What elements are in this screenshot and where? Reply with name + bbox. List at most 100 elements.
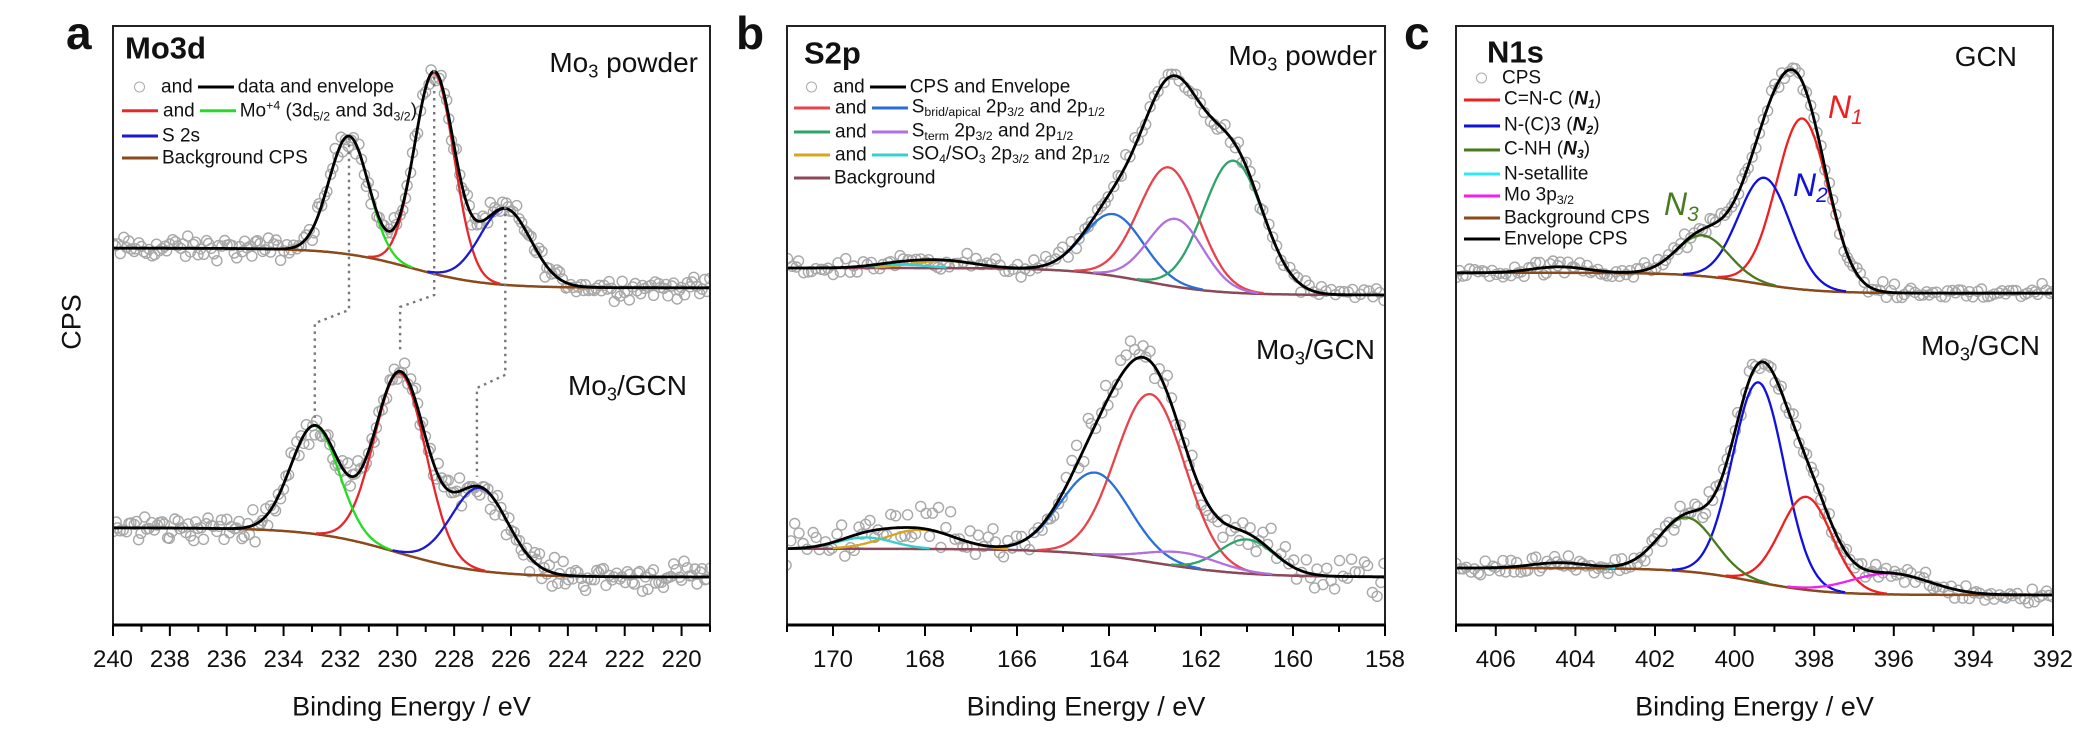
data-point (1668, 524, 1680, 536)
text-segment: 3 (1959, 344, 1970, 365)
data-point (303, 438, 315, 451)
text-segment: 2p (949, 120, 976, 142)
x-tick-label: 400 (1714, 646, 1755, 673)
component-curve (1037, 392, 1264, 575)
legend-label: Background (834, 169, 935, 188)
data-point (670, 564, 682, 576)
panel-letter: c (1404, 7, 1430, 59)
text-segment: 3/2 (1556, 193, 1574, 208)
data-point (1681, 241, 1693, 254)
text-segment: 3 (978, 152, 986, 167)
data-point (202, 512, 214, 524)
legend-entry: and CPS and Envelope (792, 78, 1070, 97)
text-segment: Mo (239, 100, 267, 122)
legend-entry: and data and envelope (120, 78, 394, 97)
text-segment: powder (598, 47, 698, 79)
data-point (533, 548, 546, 560)
x-tick-label: 236 (206, 646, 247, 673)
x-tick-label: 392 (2032, 646, 2074, 673)
panel-title: Mo3d (125, 30, 206, 66)
component-curve (316, 371, 486, 572)
data-point (1923, 579, 1936, 591)
data-point (1334, 285, 1346, 298)
text-segment: C=N-C ( (1504, 88, 1575, 110)
text-segment: (3d (280, 100, 313, 122)
component-curve (1605, 516, 1769, 585)
line-marker-icon (869, 85, 906, 89)
data-point (114, 247, 127, 260)
x-tick-label: 240 (92, 646, 134, 673)
data-point (585, 573, 597, 586)
text-segment: Envelope CPS (1504, 228, 1628, 250)
envelope-curve (113, 69, 710, 290)
data-point (944, 506, 957, 518)
data-point (398, 357, 411, 369)
text-segment: and 2p (992, 120, 1057, 142)
background-curve (1456, 566, 2053, 597)
data-point (1765, 361, 1777, 374)
panel-title: S2p (804, 35, 861, 71)
line-marker-icon (871, 130, 908, 134)
legend-entry: N-(C)3 (N2) (1462, 115, 1600, 136)
line-marker-icon (1464, 98, 1500, 102)
data-point (1137, 340, 1149, 352)
data-point (1486, 264, 1498, 277)
data-point (1250, 545, 1262, 558)
text-segment: SO (911, 143, 940, 165)
data-point (1699, 508, 1712, 520)
data-point (339, 133, 352, 146)
data-point (1244, 522, 1256, 534)
data-point (885, 508, 897, 521)
text-segment: 3/2 (393, 109, 411, 124)
line-marker-icon (871, 153, 908, 157)
legend-label: Sterm 2p3/2 and 2p1/2 (912, 121, 1074, 142)
panel-b (786, 25, 1386, 636)
data-point (1996, 285, 2008, 297)
data-point (386, 374, 398, 386)
data-point (1338, 285, 1350, 298)
sample-label: Mo3/GCN (1921, 332, 2040, 364)
text-segment: N (1793, 166, 1817, 203)
data-point (213, 520, 226, 533)
data-point (789, 517, 801, 530)
data-point (355, 153, 368, 166)
data-point (1497, 554, 1509, 567)
x-tick-label: 162 (1180, 646, 1222, 673)
text-segment: /SO (946, 143, 979, 165)
text-segment: 1/2 (1092, 152, 1110, 167)
text-segment: Background (834, 167, 936, 189)
data-point (1888, 278, 1901, 290)
legend-entry: S 2s (120, 127, 200, 146)
text-segment: /GCN (617, 370, 687, 402)
legend-label: Mo 3p3/2 (1504, 185, 1574, 206)
data-point (1161, 369, 1174, 382)
data-point (453, 472, 466, 484)
panel-a (112, 25, 711, 636)
data-point (128, 518, 141, 531)
text-segment: 3 (1687, 203, 1699, 227)
data-point (1024, 265, 1036, 277)
data-point (1349, 291, 1361, 304)
data-point (508, 526, 520, 538)
data-point (932, 501, 945, 514)
line-marker-icon (122, 134, 158, 138)
envelope-curve (1456, 360, 2053, 597)
legend-label: Background CPS (162, 149, 308, 168)
data-point (787, 559, 792, 571)
text-segment: Mo 3p (1504, 184, 1557, 206)
data-point (926, 507, 939, 519)
data-point (523, 566, 536, 578)
data-point (1494, 565, 1506, 577)
legend-label: N-(C)3 (N2) (1504, 115, 1600, 136)
text-segment: 1/2 (1056, 129, 1074, 144)
text-segment: Mo (549, 47, 589, 79)
background-curve (787, 547, 1385, 579)
data-point (678, 555, 690, 567)
legend-label: Background CPS (1504, 209, 1650, 228)
data-point (940, 521, 952, 534)
data-point (1066, 454, 1078, 467)
data-point (238, 530, 250, 543)
legend-entry: Background (792, 169, 935, 188)
data-point (997, 551, 1010, 563)
